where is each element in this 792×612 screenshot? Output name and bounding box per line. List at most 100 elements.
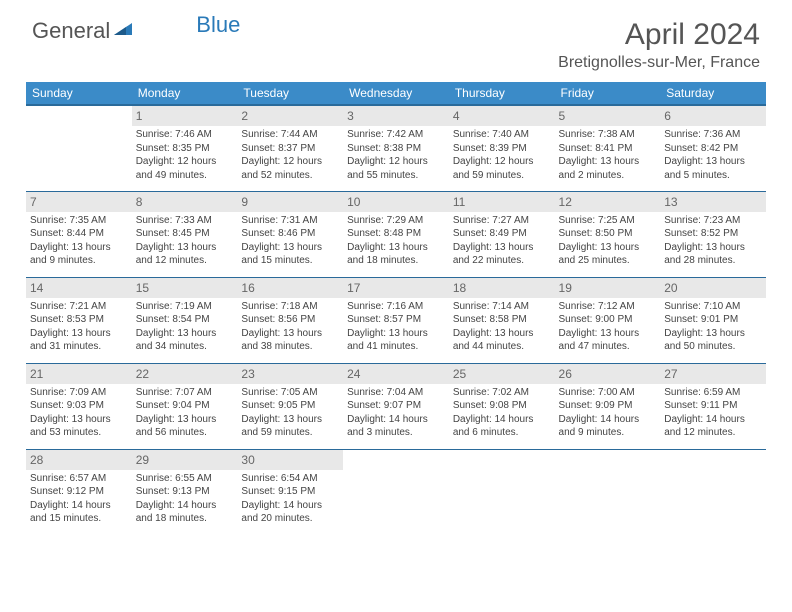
day-details: Sunrise: 7:35 AMSunset: 8:44 PMDaylight:… [30, 214, 128, 268]
calendar-row: 21Sunrise: 7:09 AMSunset: 9:03 PMDayligh… [26, 363, 766, 449]
calendar-day-cell: 1Sunrise: 7:46 AMSunset: 8:35 PMDaylight… [132, 105, 238, 191]
day-number: 23 [237, 364, 343, 384]
day-details: Sunrise: 7:09 AMSunset: 9:03 PMDaylight:… [30, 386, 128, 440]
day-details: Sunrise: 7:04 AMSunset: 9:07 PMDaylight:… [347, 386, 445, 440]
weekday-header-row: SundayMondayTuesdayWednesdayThursdayFrid… [26, 82, 766, 105]
calendar-body: 1Sunrise: 7:46 AMSunset: 8:35 PMDaylight… [26, 105, 766, 535]
calendar-day-cell: 29Sunrise: 6:55 AMSunset: 9:13 PMDayligh… [132, 449, 238, 535]
day-details: Sunrise: 7:46 AMSunset: 8:35 PMDaylight:… [136, 128, 234, 182]
logo-text-2: Blue [196, 12, 240, 38]
calendar-day-cell: 5Sunrise: 7:38 AMSunset: 8:41 PMDaylight… [555, 105, 661, 191]
weekday-header: Sunday [26, 82, 132, 105]
day-number: 15 [132, 278, 238, 298]
day-details: Sunrise: 7:00 AMSunset: 9:09 PMDaylight:… [559, 386, 657, 440]
day-number: 2 [237, 106, 343, 126]
day-number: 6 [660, 106, 766, 126]
day-details: Sunrise: 7:14 AMSunset: 8:58 PMDaylight:… [453, 300, 551, 354]
day-number: 16 [237, 278, 343, 298]
calendar-day-cell: 21Sunrise: 7:09 AMSunset: 9:03 PMDayligh… [26, 363, 132, 449]
day-details: Sunrise: 7:27 AMSunset: 8:49 PMDaylight:… [453, 214, 551, 268]
calendar-day-cell: 11Sunrise: 7:27 AMSunset: 8:49 PMDayligh… [449, 191, 555, 277]
day-details: Sunrise: 7:12 AMSunset: 9:00 PMDaylight:… [559, 300, 657, 354]
day-details: Sunrise: 7:36 AMSunset: 8:42 PMDaylight:… [664, 128, 762, 182]
day-number: 19 [555, 278, 661, 298]
weekday-header: Thursday [449, 82, 555, 105]
day-number: 12 [555, 192, 661, 212]
day-details: Sunrise: 7:07 AMSunset: 9:04 PMDaylight:… [136, 386, 234, 440]
calendar-day-cell: 15Sunrise: 7:19 AMSunset: 8:54 PMDayligh… [132, 277, 238, 363]
calendar-table: SundayMondayTuesdayWednesdayThursdayFrid… [26, 82, 766, 535]
calendar-day-cell: 19Sunrise: 7:12 AMSunset: 9:00 PMDayligh… [555, 277, 661, 363]
calendar-row: 14Sunrise: 7:21 AMSunset: 8:53 PMDayligh… [26, 277, 766, 363]
calendar-day-cell: 27Sunrise: 6:59 AMSunset: 9:11 PMDayligh… [660, 363, 766, 449]
title-block: April 2024 Bretignolles-sur-Mer, France [558, 18, 760, 72]
weekday-header: Saturday [660, 82, 766, 105]
day-details: Sunrise: 7:23 AMSunset: 8:52 PMDaylight:… [664, 214, 762, 268]
day-number: 28 [26, 450, 132, 470]
day-number: 24 [343, 364, 449, 384]
calendar-day-cell: 13Sunrise: 7:23 AMSunset: 8:52 PMDayligh… [660, 191, 766, 277]
calendar-day-cell: 7Sunrise: 7:35 AMSunset: 8:44 PMDaylight… [26, 191, 132, 277]
calendar-day-cell: 16Sunrise: 7:18 AMSunset: 8:56 PMDayligh… [237, 277, 343, 363]
day-details: Sunrise: 7:29 AMSunset: 8:48 PMDaylight:… [347, 214, 445, 268]
day-details: Sunrise: 7:25 AMSunset: 8:50 PMDaylight:… [559, 214, 657, 268]
calendar-row: 28Sunrise: 6:57 AMSunset: 9:12 PMDayligh… [26, 449, 766, 535]
calendar-day-cell: 18Sunrise: 7:14 AMSunset: 8:58 PMDayligh… [449, 277, 555, 363]
weekday-header: Wednesday [343, 82, 449, 105]
day-number: 8 [132, 192, 238, 212]
logo-text-1: General [32, 18, 110, 44]
calendar-day-cell: 9Sunrise: 7:31 AMSunset: 8:46 PMDaylight… [237, 191, 343, 277]
day-number: 27 [660, 364, 766, 384]
day-details: Sunrise: 7:05 AMSunset: 9:05 PMDaylight:… [241, 386, 339, 440]
day-details: Sunrise: 7:21 AMSunset: 8:53 PMDaylight:… [30, 300, 128, 354]
calendar-day-cell: 26Sunrise: 7:00 AMSunset: 9:09 PMDayligh… [555, 363, 661, 449]
day-number: 3 [343, 106, 449, 126]
day-details: Sunrise: 7:19 AMSunset: 8:54 PMDaylight:… [136, 300, 234, 354]
calendar-empty-cell [26, 105, 132, 191]
calendar-day-cell: 3Sunrise: 7:42 AMSunset: 8:38 PMDaylight… [343, 105, 449, 191]
day-details: Sunrise: 7:16 AMSunset: 8:57 PMDaylight:… [347, 300, 445, 354]
calendar-empty-cell [449, 449, 555, 535]
day-number: 4 [449, 106, 555, 126]
calendar-day-cell: 6Sunrise: 7:36 AMSunset: 8:42 PMDaylight… [660, 105, 766, 191]
day-details: Sunrise: 6:57 AMSunset: 9:12 PMDaylight:… [30, 472, 128, 526]
calendar-day-cell: 12Sunrise: 7:25 AMSunset: 8:50 PMDayligh… [555, 191, 661, 277]
day-number: 26 [555, 364, 661, 384]
day-number: 21 [26, 364, 132, 384]
calendar-day-cell: 14Sunrise: 7:21 AMSunset: 8:53 PMDayligh… [26, 277, 132, 363]
calendar-empty-cell [343, 449, 449, 535]
day-number: 11 [449, 192, 555, 212]
day-number: 14 [26, 278, 132, 298]
location-text: Bretignolles-sur-Mer, France [558, 54, 760, 72]
calendar-day-cell: 24Sunrise: 7:04 AMSunset: 9:07 PMDayligh… [343, 363, 449, 449]
day-details: Sunrise: 7:44 AMSunset: 8:37 PMDaylight:… [241, 128, 339, 182]
weekday-header: Tuesday [237, 82, 343, 105]
day-details: Sunrise: 7:10 AMSunset: 9:01 PMDaylight:… [664, 300, 762, 354]
day-details: Sunrise: 7:42 AMSunset: 8:38 PMDaylight:… [347, 128, 445, 182]
day-number: 9 [237, 192, 343, 212]
calendar-day-cell: 17Sunrise: 7:16 AMSunset: 8:57 PMDayligh… [343, 277, 449, 363]
calendar-day-cell: 20Sunrise: 7:10 AMSunset: 9:01 PMDayligh… [660, 277, 766, 363]
calendar-day-cell: 8Sunrise: 7:33 AMSunset: 8:45 PMDaylight… [132, 191, 238, 277]
day-number: 18 [449, 278, 555, 298]
day-details: Sunrise: 7:40 AMSunset: 8:39 PMDaylight:… [453, 128, 551, 182]
calendar-day-cell: 23Sunrise: 7:05 AMSunset: 9:05 PMDayligh… [237, 363, 343, 449]
day-number: 17 [343, 278, 449, 298]
day-number: 29 [132, 450, 238, 470]
day-details: Sunrise: 7:33 AMSunset: 8:45 PMDaylight:… [136, 214, 234, 268]
calendar-row: 7Sunrise: 7:35 AMSunset: 8:44 PMDaylight… [26, 191, 766, 277]
day-number: 7 [26, 192, 132, 212]
day-number: 1 [132, 106, 238, 126]
logo-triangle-icon [114, 21, 134, 42]
day-details: Sunrise: 6:54 AMSunset: 9:15 PMDaylight:… [241, 472, 339, 526]
page-title: April 2024 [558, 18, 760, 52]
day-number: 13 [660, 192, 766, 212]
calendar-day-cell: 10Sunrise: 7:29 AMSunset: 8:48 PMDayligh… [343, 191, 449, 277]
weekday-header: Friday [555, 82, 661, 105]
day-number: 5 [555, 106, 661, 126]
calendar-empty-cell [660, 449, 766, 535]
calendar-empty-cell [555, 449, 661, 535]
calendar-day-cell: 22Sunrise: 7:07 AMSunset: 9:04 PMDayligh… [132, 363, 238, 449]
day-details: Sunrise: 7:38 AMSunset: 8:41 PMDaylight:… [559, 128, 657, 182]
day-number: 20 [660, 278, 766, 298]
